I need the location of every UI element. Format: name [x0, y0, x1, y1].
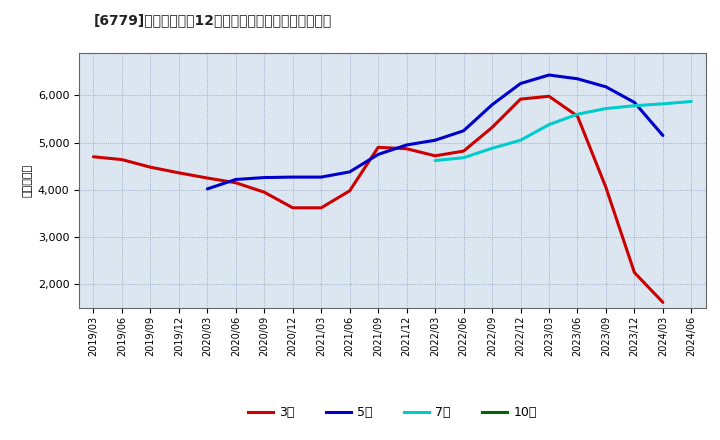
- 7年: [687, 99, 696, 104]
- 5年: [260, 175, 269, 180]
- 3年: [487, 125, 496, 130]
- Text: [6779]　当期純利益12か月移動合計の標準偏差の推移: [6779] 当期純利益12か月移動合計の標準偏差の推移: [94, 13, 332, 27]
- 7年: [659, 101, 667, 106]
- Line: 5年: 5年: [207, 75, 663, 189]
- 3年: [516, 96, 525, 102]
- 3年: [289, 205, 297, 210]
- Line: 3年: 3年: [94, 96, 663, 302]
- Y-axis label: （百万円）: （百万円）: [22, 164, 32, 197]
- 7年: [459, 155, 468, 160]
- 3年: [89, 154, 98, 159]
- 7年: [573, 112, 582, 117]
- 7年: [431, 158, 439, 163]
- 5年: [431, 138, 439, 143]
- 3年: [630, 270, 639, 275]
- 5年: [573, 76, 582, 81]
- 3年: [146, 165, 155, 170]
- 5年: [402, 142, 411, 147]
- Line: 7年: 7年: [435, 102, 691, 161]
- 7年: [602, 106, 611, 111]
- 5年: [374, 152, 382, 157]
- 3年: [374, 145, 382, 150]
- 3年: [602, 185, 611, 190]
- 3年: [346, 188, 354, 194]
- 7年: [516, 138, 525, 143]
- 5年: [545, 72, 554, 77]
- 3年: [659, 300, 667, 305]
- 3年: [402, 146, 411, 151]
- 3年: [317, 205, 325, 210]
- 3年: [174, 170, 183, 176]
- 5年: [203, 186, 212, 191]
- 7年: [487, 146, 496, 151]
- 3年: [117, 157, 126, 162]
- 3年: [431, 153, 439, 158]
- 3年: [260, 190, 269, 195]
- 3年: [545, 94, 554, 99]
- 3年: [573, 114, 582, 119]
- 5年: [659, 133, 667, 138]
- 3年: [203, 176, 212, 181]
- 3年: [459, 148, 468, 154]
- 3年: [232, 180, 240, 185]
- 5年: [289, 174, 297, 180]
- 5年: [459, 128, 468, 133]
- Legend: 3年, 5年, 7年, 10年: 3年, 5年, 7年, 10年: [243, 401, 541, 424]
- 5年: [317, 174, 325, 180]
- 7年: [630, 103, 639, 108]
- 7年: [545, 122, 554, 127]
- 5年: [346, 169, 354, 175]
- 5年: [232, 177, 240, 182]
- 5年: [630, 100, 639, 105]
- 5年: [602, 84, 611, 89]
- 5年: [487, 102, 496, 107]
- 5年: [516, 81, 525, 86]
